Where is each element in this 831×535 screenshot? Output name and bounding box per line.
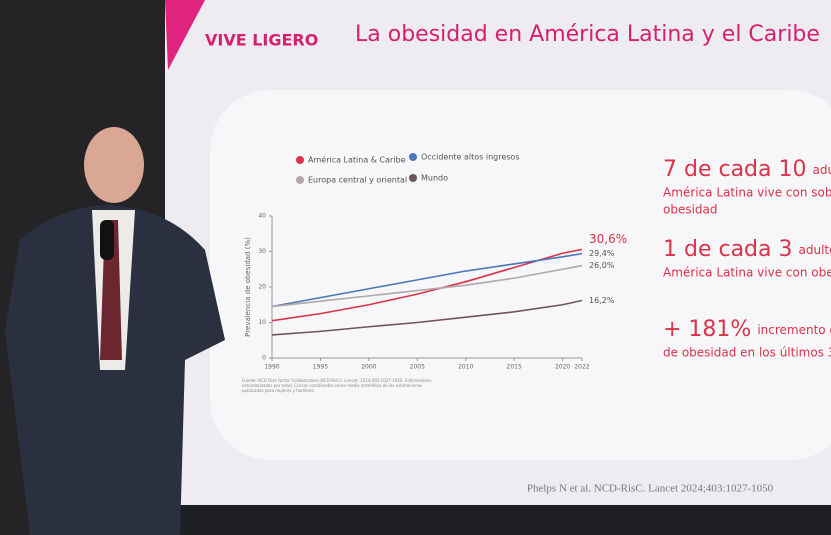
- x-tick-label: 2020: [555, 364, 570, 371]
- microphone: [100, 220, 114, 260]
- legend-label: América Latina & Caribe: [308, 155, 406, 165]
- stat-headline-text: 7 de cada 10: [663, 157, 807, 182]
- stat-line: obesidad: [663, 203, 718, 217]
- value-label: 16,2%: [589, 296, 615, 305]
- legend-marker: [296, 156, 304, 164]
- legend-label: Mundo: [421, 174, 448, 183]
- stat-headline: 7 de cada 10 adultos: [663, 157, 831, 182]
- y-tick-label: 10: [258, 319, 266, 326]
- x-tick-label: 2022: [574, 364, 589, 371]
- stats: 7 de cada 10 adultos América Latina vive c…: [663, 157, 831, 360]
- speaker: [0, 0, 225, 535]
- stat-rest: adultos: [813, 163, 831, 177]
- value-label: 30,6%: [589, 232, 627, 246]
- x-tick-label: 2015: [507, 364, 522, 371]
- stat-rest: adultos de: [799, 243, 831, 257]
- y-tick-label: 0: [262, 355, 266, 362]
- y-tick-label: 40: [258, 213, 266, 220]
- stat-headline: 1 de cada 3 adultos de: [663, 237, 831, 262]
- brand: VIVE LIGERO: [205, 31, 318, 50]
- series-line: [271, 299, 583, 336]
- head: [84, 127, 144, 203]
- legend-marker: [409, 153, 417, 161]
- stat-headline: + 181% incremento de la pre: [663, 317, 831, 342]
- series-line: [271, 264, 583, 308]
- source-box: Fuente: NCD Risk Factor Collaboration (N…: [242, 378, 432, 393]
- x-tick-label: 2005: [410, 364, 425, 371]
- stat-line: de obesidad en los últimos 30 años: [663, 346, 831, 360]
- y-axis-label: Prevalencia de obesidad (%): [244, 237, 252, 337]
- stat-rest: incremento de la pre: [757, 323, 831, 337]
- slide-title: La obesidad en América Latina y el Carib…: [355, 22, 820, 47]
- stat-headline-text: + 181%: [663, 317, 751, 342]
- x-tick-label: 1990: [264, 364, 279, 371]
- value-label: 29,4%: [589, 249, 615, 258]
- x-tick-label: 2010: [458, 364, 473, 371]
- legend-marker: [296, 176, 304, 184]
- y-tick-label: 20: [258, 284, 266, 291]
- legend-label: Europa central y oriental: [308, 176, 407, 185]
- chart-panel: [210, 90, 831, 460]
- value-label: 26,0%: [589, 261, 615, 270]
- legend-marker: [409, 174, 417, 182]
- x-tick-label: 2000: [361, 364, 376, 371]
- series-line: [271, 252, 583, 308]
- y-tick-label: 30: [258, 248, 266, 255]
- stat-line: América Latina vive con obesidad: [663, 266, 831, 280]
- legend-label: Occidente altos ingresos: [421, 153, 520, 162]
- reference: Phelps N et al. NCD-RisC. Lancet 2024;40…: [527, 483, 774, 495]
- source: Fuente: NCD Risk Factor Collaboration (N…: [242, 378, 432, 393]
- slide-corner: [165, 0, 205, 70]
- stat-headline-text: 1 de cada 3: [663, 237, 793, 262]
- stat-line: América Latina vive con sobrepeso: [663, 186, 831, 200]
- x-tick-label: 1995: [313, 364, 328, 371]
